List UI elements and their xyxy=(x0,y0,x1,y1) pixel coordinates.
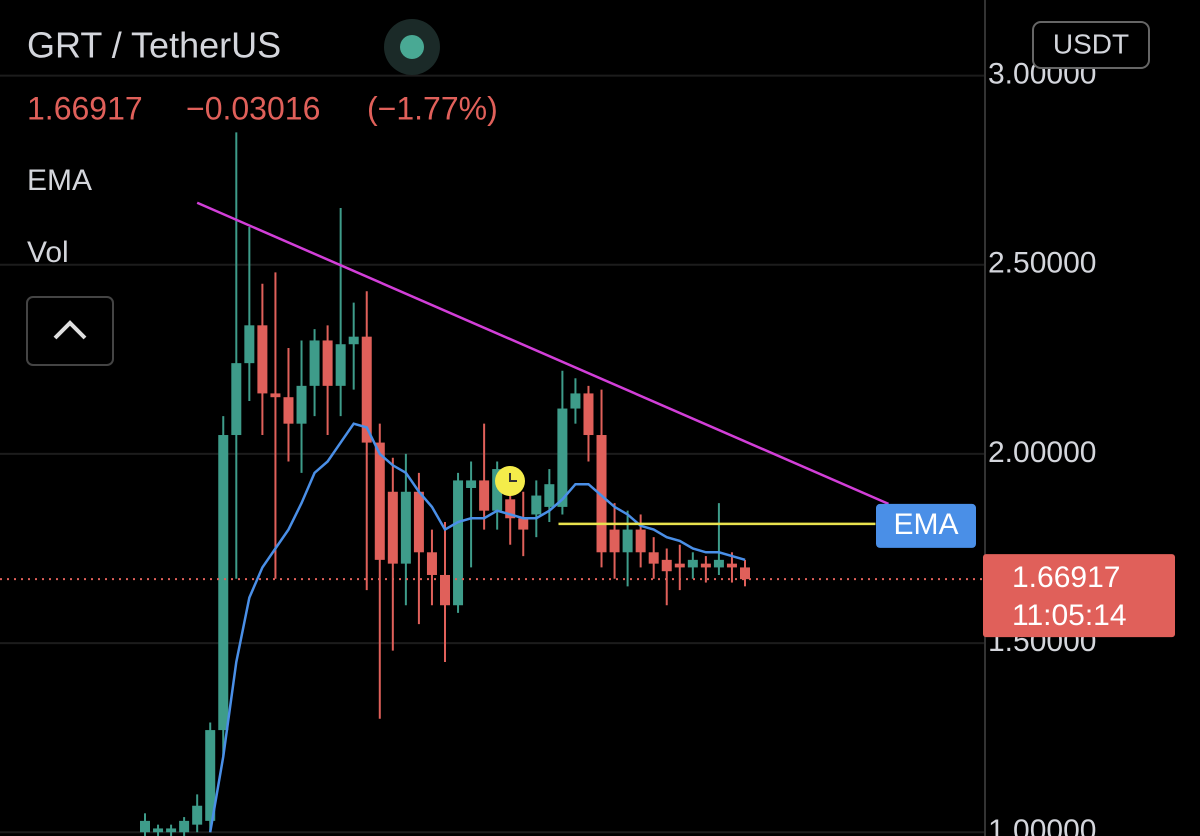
candle-body xyxy=(453,480,464,606)
candle-body xyxy=(374,442,385,560)
candle-body xyxy=(335,344,346,386)
indicator-label[interactable]: Vol xyxy=(27,236,69,269)
candle-body xyxy=(596,435,607,553)
ema-tag-label: EMA xyxy=(893,508,958,541)
candle-body xyxy=(570,393,581,409)
symbol-title: GRT / TetherUS xyxy=(27,25,281,66)
candle-body xyxy=(244,325,255,364)
price-change-percent: (−1.77%) xyxy=(367,90,498,126)
candle-body xyxy=(661,559,672,572)
status-dot xyxy=(400,35,424,59)
last-price: 1.66917 xyxy=(27,90,143,126)
candle-body xyxy=(387,491,398,564)
candle-body xyxy=(309,340,320,386)
overlay: GRT / TetherUS 1.66917 −0.03016 (−1.77%)… xyxy=(0,19,1175,638)
candle-body xyxy=(440,574,450,606)
candle-body xyxy=(531,495,542,515)
candle-body xyxy=(518,518,529,530)
candle-body xyxy=(648,552,659,564)
plot-area xyxy=(0,74,985,836)
candle-body xyxy=(609,529,620,553)
candle-body xyxy=(153,828,164,833)
candle-body xyxy=(205,730,216,821)
candle-body xyxy=(166,828,177,833)
y-tick-label: 2.00000 xyxy=(988,436,1096,469)
candle-body xyxy=(257,325,268,394)
candle-body xyxy=(322,340,333,386)
button-frame xyxy=(1032,21,1150,69)
collapse-button[interactable] xyxy=(26,296,114,366)
candle-body xyxy=(713,559,724,568)
y-tick-label: 2.50000 xyxy=(988,247,1096,280)
ema-line xyxy=(208,422,746,833)
candle-body xyxy=(622,529,633,553)
indicator-label[interactable]: EMA xyxy=(27,164,92,197)
candle-body xyxy=(505,499,516,519)
chevron-icon xyxy=(53,320,87,340)
y-tick-label: 1.00000 xyxy=(988,814,1096,836)
candle-body xyxy=(218,435,229,731)
alarm-hands xyxy=(509,473,517,482)
candle-body xyxy=(426,552,437,575)
candle-body xyxy=(348,336,359,345)
candle-body xyxy=(544,484,555,507)
candle-body xyxy=(270,393,281,398)
candle-body xyxy=(231,363,242,436)
candle-body xyxy=(583,393,594,436)
candle-body xyxy=(179,820,190,833)
button-frame xyxy=(26,296,114,366)
candle-body xyxy=(400,491,411,564)
candle-body xyxy=(296,385,307,424)
ema-tag xyxy=(876,503,976,548)
candle-body xyxy=(140,820,150,833)
candle-body xyxy=(283,397,294,424)
countdown: 11:05:14 xyxy=(1012,599,1127,632)
candle-body xyxy=(687,559,698,568)
currency-label: USDT xyxy=(1053,28,1129,59)
price-change: −0.03016 xyxy=(186,90,320,126)
currency-button[interactable]: USDT xyxy=(1032,21,1150,69)
candle-body xyxy=(413,491,424,553)
last-price-tag xyxy=(983,554,1175,638)
candle-body xyxy=(361,336,372,443)
candle-body xyxy=(674,563,685,568)
candle-body xyxy=(726,563,737,568)
candle-body xyxy=(466,480,477,488)
candle-body xyxy=(700,563,711,568)
candle-body xyxy=(492,469,503,511)
candle-body xyxy=(635,529,646,553)
candle-body xyxy=(557,408,568,507)
candle-body xyxy=(192,805,203,825)
candle-body xyxy=(479,480,490,511)
trend-line xyxy=(196,201,889,506)
candle-body xyxy=(740,567,750,580)
last-price-tag-value: 1.66917 xyxy=(1012,561,1120,594)
